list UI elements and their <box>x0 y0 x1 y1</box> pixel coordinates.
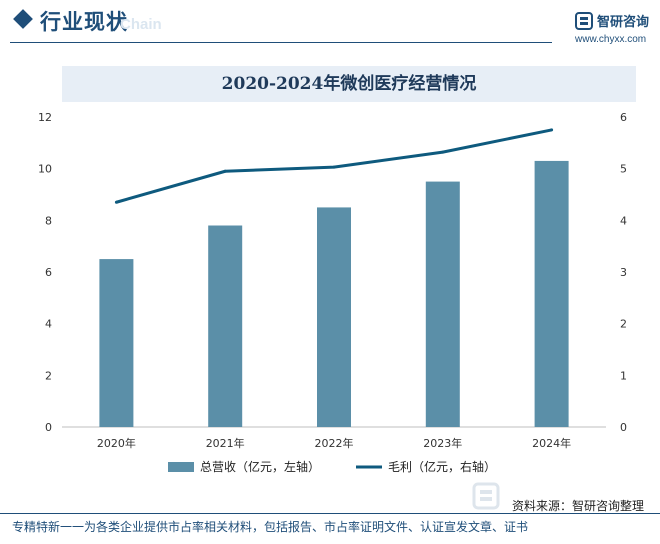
line-point-1 <box>114 200 118 204</box>
watermark-logo-icon <box>472 482 500 510</box>
x-tick-label: 2022年 <box>315 436 354 450</box>
y-right-tick-label: 2 <box>620 318 627 331</box>
footer-divider <box>0 513 660 514</box>
diamond-icon <box>13 9 33 29</box>
legend-bar-swatch <box>168 462 194 472</box>
footer-text: 专精特新一一为各类企业提供市占率相关材料，包括报告、市占率证明文件、认证宣发文章… <box>12 520 529 534</box>
line-point-3 <box>332 165 336 169</box>
y-left-tick-label: 10 <box>38 163 52 176</box>
header-ghost-text: Chain <box>120 16 162 33</box>
brand-logo-url: www.chyxx.com <box>575 34 647 45</box>
line-point-2 <box>223 169 227 173</box>
bar-4 <box>425 181 460 427</box>
brand-logo-name: 智研咨询 <box>597 15 650 30</box>
y-right-tick-label: 0 <box>620 421 627 434</box>
bar-1 <box>99 259 134 427</box>
bar-2 <box>208 225 243 427</box>
y-left-tick-label: 0 <box>45 421 52 434</box>
line-point-5 <box>550 128 554 132</box>
legend-line-label: 毛利（亿元，右轴） <box>388 459 496 474</box>
source-note: 资料来源：智研咨询整理 <box>512 499 645 513</box>
line-point-4 <box>441 150 445 154</box>
legend-bar-label: 总营收（亿元，左轴） <box>200 459 320 474</box>
y-left-tick-label: 8 <box>45 214 52 227</box>
page-header: 行业现状 Chain 智研咨询 www.chyxx.com <box>0 0 660 48</box>
bar-3 <box>317 207 351 427</box>
y-right-tick-label: 3 <box>620 266 627 279</box>
chart-title: 2020-2024年微创医疗经营情况 <box>221 74 477 94</box>
x-tick-label: 2021年 <box>206 436 245 450</box>
y-right-tick-label: 6 <box>620 111 627 124</box>
header-divider <box>10 42 552 43</box>
y-left-tick-label: 4 <box>45 318 52 331</box>
y-right-tick-label: 4 <box>620 214 627 227</box>
y-right-tick-label: 5 <box>620 163 627 176</box>
x-tick-label: 2020年 <box>97 436 136 450</box>
x-tick-label: 2023年 <box>423 436 462 450</box>
y-right-tick-label: 1 <box>620 369 627 382</box>
chart-title-band: 2020-2024年微创医疗经营情况 <box>62 66 636 102</box>
brand-logo-icon <box>575 12 593 30</box>
x-tick-label: 2024年 <box>532 436 571 450</box>
page-title: 行业现状 <box>40 10 128 34</box>
y-left-tick-label: 2 <box>45 369 52 382</box>
y-left-tick-label: 6 <box>45 266 52 279</box>
y-left-tick-label: 12 <box>38 111 52 124</box>
brand-logo: 智研咨询 www.chyxx.com <box>575 8 655 48</box>
bar-5 <box>534 160 569 427</box>
